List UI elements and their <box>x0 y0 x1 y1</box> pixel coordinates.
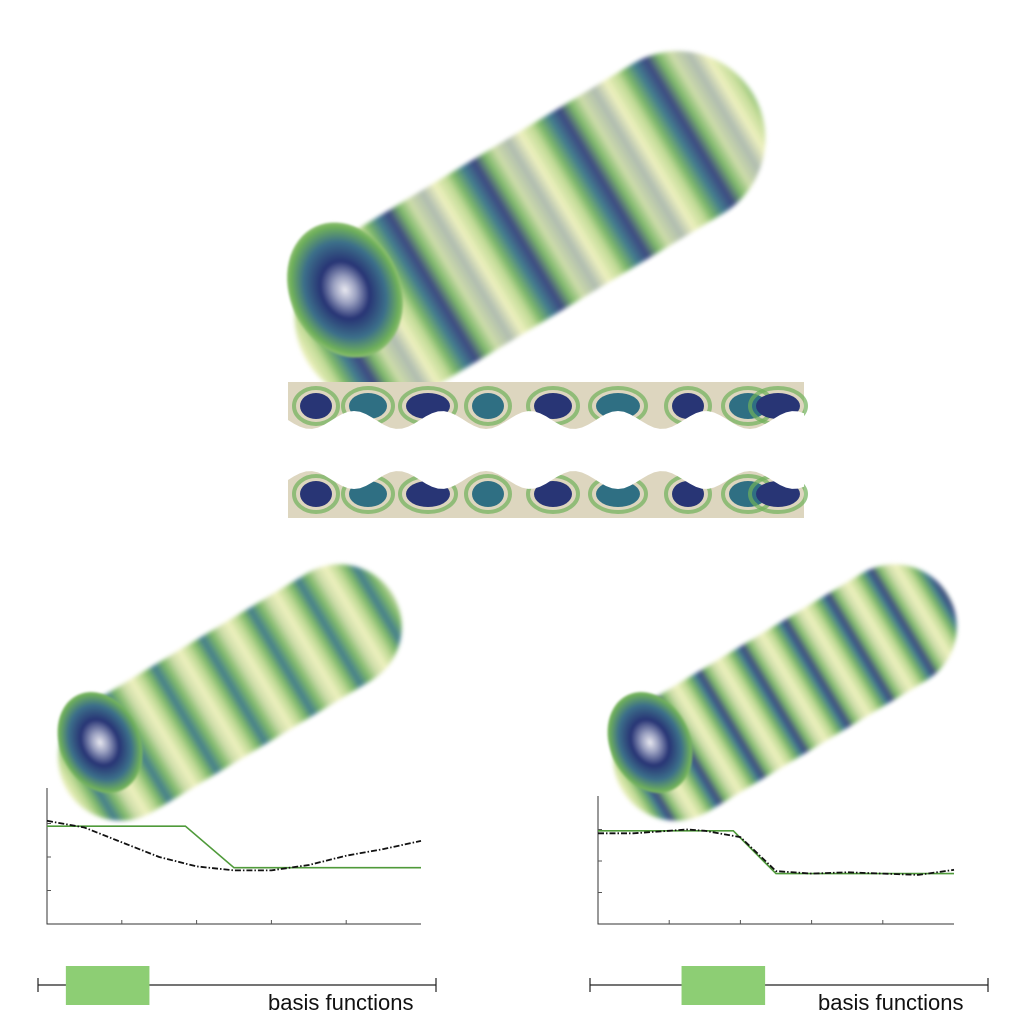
series-line-dashdot <box>598 828 955 876</box>
chart-axes <box>597 796 954 925</box>
top-volume-rendering <box>250 18 810 437</box>
bottom-right-volume-rendering <box>589 540 981 844</box>
slice-blob <box>300 481 332 507</box>
slice-blob <box>672 481 704 507</box>
bottom-left-volume-rendering <box>34 540 426 844</box>
slice-gap <box>288 411 804 430</box>
series-line-green <box>598 829 954 875</box>
slice-blob <box>672 393 704 419</box>
slice-blob <box>596 481 640 507</box>
slice-blob <box>472 393 504 419</box>
series-line-dashdot <box>46 819 422 872</box>
series-line-green <box>47 825 421 869</box>
basis-function-box <box>681 966 766 1005</box>
slice-blob-ring <box>292 474 340 514</box>
basis-function-box <box>65 966 150 1005</box>
slice-blob <box>300 393 332 419</box>
bottom-left-basis-functions-bar <box>37 966 437 1005</box>
bottom-right-basis-functions-label: basis functions <box>818 990 964 1015</box>
slice-strip-1 <box>288 382 808 430</box>
slice-blob-ring <box>464 386 512 426</box>
bottom-right-basis-functions-bar <box>589 966 989 1005</box>
slice-blob <box>596 393 640 419</box>
slice-strip-2 <box>288 470 808 518</box>
slice-blob <box>534 393 572 419</box>
bottom-left-line-chart <box>46 788 422 925</box>
slice-blob-ring <box>464 474 512 514</box>
slice-blob <box>534 481 572 507</box>
slice-gap <box>288 470 804 489</box>
slice-blob <box>472 481 504 507</box>
chart-axes <box>46 788 421 925</box>
slice-blob-ring <box>292 386 340 426</box>
bottom-right-line-chart <box>597 796 955 925</box>
bottom-left-basis-functions-label: basis functions <box>268 990 414 1015</box>
